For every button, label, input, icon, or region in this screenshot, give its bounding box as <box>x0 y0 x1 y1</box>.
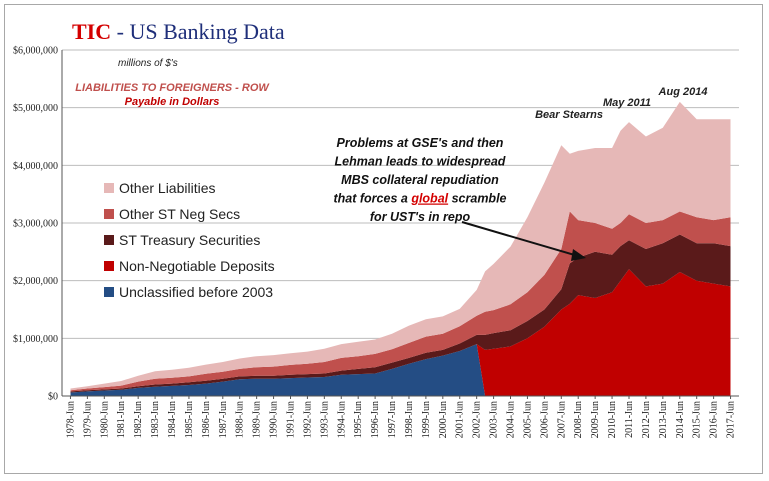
legend-swatch <box>104 261 114 271</box>
x-tick-label: 2017-Jun <box>726 401 737 438</box>
legend-label: Non-Negotiable Deposits <box>119 258 275 274</box>
annotation-text: scramble <box>448 192 506 206</box>
x-tick-label: 2004-Jun <box>506 401 517 438</box>
x-tick-label: 1992-Jun <box>302 401 313 438</box>
x-tick-label: 1985-Jun <box>184 401 195 438</box>
event-label: Aug 2014 <box>658 86 708 98</box>
annotation-text: that forces a <box>334 192 412 206</box>
annotation-line: Lehman leads to widespread <box>335 155 506 169</box>
annotation-line: that forces a global scramble <box>334 192 507 206</box>
annotation-text: for UST's in repo <box>370 210 471 224</box>
x-tick-label: 1982-Jun <box>133 401 144 438</box>
x-tick-label: 1978-Jun <box>65 401 76 438</box>
x-tick-label: 2007-Jun <box>556 401 567 438</box>
annotation-line: Problems at GSE's and then <box>337 136 504 150</box>
y-tick-label: $0 <box>48 392 58 403</box>
annotation-line: for UST's in repo <box>370 210 471 224</box>
x-tick-label: 1983-Jun <box>150 401 161 438</box>
event-label: May 2011 <box>603 97 651 109</box>
x-tick-label: 2012-Jun <box>641 401 652 438</box>
y-tick-label: $5,000,000 <box>13 103 58 114</box>
y-tick-label: $6,000,000 <box>13 46 58 57</box>
units-note: millions of $'s <box>118 58 178 69</box>
x-tick-label: 1988-Jun <box>235 401 246 438</box>
x-tick-label: 2014-Jun <box>675 401 686 438</box>
x-tick-label: 2008-Jun <box>573 401 584 438</box>
x-tick-label: 2002-Jun <box>472 401 483 438</box>
area-series <box>70 101 731 396</box>
legend-swatch <box>104 183 114 193</box>
annotation-text: Problems at GSE's and then <box>337 136 504 150</box>
event-label: Bear Stearns <box>535 109 603 121</box>
x-tick-label: 2009-Jun <box>590 401 601 438</box>
x-tick-label: 1999-Jun <box>421 401 432 438</box>
x-tick-label: 2003-Jun <box>489 401 500 438</box>
x-tick-label: 2016-Jun <box>709 401 720 438</box>
arrow-head <box>571 249 586 261</box>
x-tick-label: 1986-Jun <box>201 401 212 438</box>
y-tick-label: $4,000,000 <box>13 161 58 172</box>
x-tick-label: 2015-Jun <box>692 401 703 438</box>
x-tick-label: 1984-Jun <box>167 401 178 438</box>
x-tick-label: 1995-Jun <box>353 401 364 438</box>
x-tick-label: 1987-Jun <box>218 401 229 438</box>
legend-label: Other Liabilities <box>119 180 216 196</box>
x-tick-label: 1979-Jun <box>82 401 93 438</box>
annotation-text: Lehman leads to widespread <box>335 155 506 169</box>
legend: Other Liabilities Other ST Neg Secs ST Tre… <box>104 180 275 300</box>
annotation-emphasis: global <box>410 192 448 206</box>
title-rest: - US Banking Data <box>111 19 285 44</box>
x-tick-label: 2006-Jun <box>539 401 550 438</box>
axes: $0 $1,000,000 $2,000,000 $3,000,000 $4,000,0… <box>13 46 739 438</box>
annotation-line: MBS collateral repudiation <box>341 173 499 187</box>
subtitle-line1: LIABILITIES TO FOREIGNERS - ROW <box>75 82 270 94</box>
area-st-treasury-securities <box>70 234 731 393</box>
x-tick-label: 2010-Jun <box>607 401 618 438</box>
area-unclassified-before-2003 <box>70 344 731 396</box>
x-tick-label: 1998-Jun <box>404 401 415 438</box>
y-tick-label: $3,000,000 <box>13 219 58 230</box>
x-tick-label: 2001-Jun <box>455 401 466 438</box>
x-tick-label: 1990-Jun <box>269 401 280 438</box>
x-tick-label: 1991-Jun <box>285 401 296 438</box>
annotation-arrow <box>461 221 579 257</box>
x-tick-label: 2013-Jun <box>658 401 669 438</box>
chart-frame <box>4 4 763 474</box>
title-tic: TIC <box>72 19 111 44</box>
y-tick-label: $1,000,000 <box>13 334 58 345</box>
legend-swatch <box>104 209 114 219</box>
x-tick-label: 1989-Jun <box>252 401 263 438</box>
subtitle-line2: Payable in Dollars <box>125 96 220 108</box>
area-other-liabilities <box>70 101 731 391</box>
annotation: Problems at GSE's and then Lehman leads t… <box>334 136 586 261</box>
legend-label: Other ST Neg Secs <box>119 206 240 222</box>
legend-label: Unclassified before 2003 <box>119 284 273 300</box>
legend-label: ST Treasury Securities <box>119 232 260 248</box>
x-tick-label: 1993-Jun <box>319 401 330 438</box>
x-tick-label: 2005-Jun <box>522 401 533 438</box>
annotation-text: MBS collateral repudiation <box>341 173 499 187</box>
x-tick-label: 2000-Jun <box>438 401 449 438</box>
legend-swatch <box>104 235 114 245</box>
chart-title: TIC - US Banking Data <box>72 19 285 44</box>
x-tick-label: 1981-Jun <box>116 401 127 438</box>
legend-swatch <box>104 287 114 297</box>
x-tick-label: 1996-Jun <box>370 401 381 438</box>
x-tick-label: 2011-Jun <box>624 401 635 438</box>
y-tick-label: $2,000,000 <box>13 276 58 287</box>
x-tick-label: 1980-Jun <box>99 401 110 438</box>
x-tick-label: 1997-Jun <box>387 401 398 438</box>
x-tick-label: 1994-Jun <box>336 401 347 438</box>
area-non-negotiable-deposits <box>70 269 731 396</box>
area-other-st-neg-secs <box>70 211 731 392</box>
